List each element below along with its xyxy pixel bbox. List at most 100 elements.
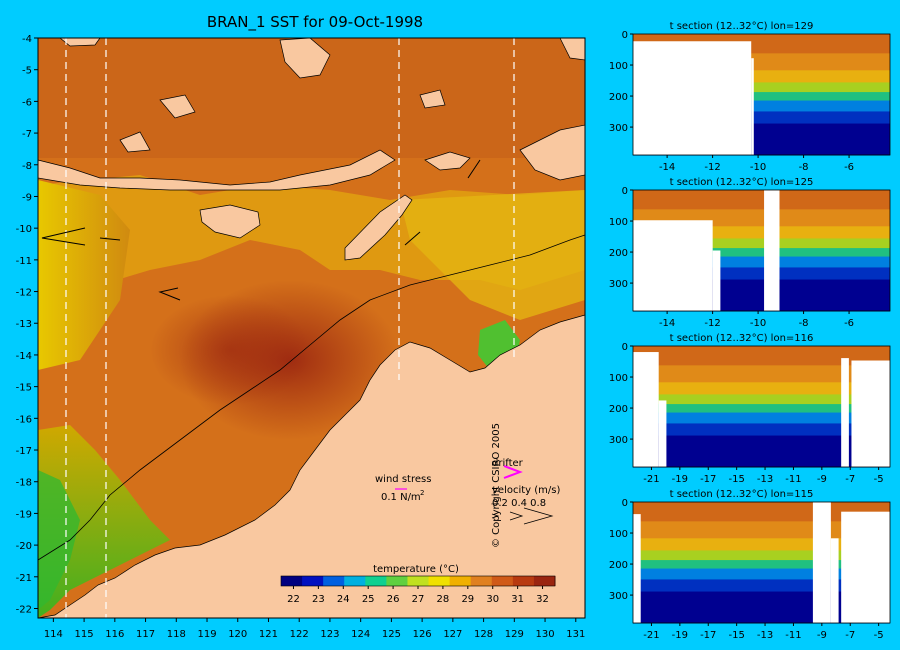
wind-stress-exp: 2	[420, 489, 424, 497]
section-land-mask	[658, 400, 667, 467]
wind-arrows	[41, 159, 481, 301]
section-title: t section (12..32°C) lon=116	[670, 333, 814, 344]
section-y-label: 200	[609, 560, 628, 571]
section-band	[633, 365, 890, 383]
lon-tick-label: 129	[505, 629, 524, 640]
drifter-label: drifter	[492, 458, 524, 469]
section-band	[633, 238, 890, 249]
colorbar-tick-label: 28	[437, 594, 450, 605]
section-x-label: -15	[728, 474, 744, 485]
section-band	[633, 568, 890, 580]
lat-tick-label: -15	[16, 383, 32, 394]
lon-tick-label: 114	[44, 629, 63, 640]
lon-tick-label: 118	[167, 629, 186, 640]
colorbar-tick-label: 31	[511, 594, 524, 605]
section-x-label: -11	[785, 474, 801, 485]
colorbar-tick-label: 25	[362, 594, 375, 605]
section-x-label: -10	[750, 318, 766, 329]
section-x-label: -5	[874, 474, 884, 485]
lon-tick-label: 126	[413, 629, 432, 640]
section-1: t section (12..32°C) lon=129 0 100 200 300 -1…	[609, 21, 891, 173]
section-x-label: -21	[643, 630, 659, 641]
section-land-mask	[751, 58, 754, 156]
lon-tick-label: 127	[443, 629, 462, 640]
section-x-label: -12	[704, 318, 720, 329]
colorbar-segment	[449, 576, 472, 586]
section-y-label: 300	[609, 123, 628, 134]
colorbar-tick-label: 24	[337, 594, 350, 605]
lon-tick-label: 130	[536, 629, 555, 640]
lat-tick-label: -4	[22, 34, 32, 45]
lon-tick-label: 128	[474, 629, 493, 640]
section-y-label: 300	[609, 435, 628, 446]
section-lines	[65, 38, 515, 618]
section-y-label: 300	[609, 279, 628, 290]
lat-tick-label: -12	[16, 288, 32, 299]
section-band	[633, 248, 890, 258]
lon-tick-label: 125	[382, 629, 401, 640]
section-frame	[632, 189, 891, 312]
section-land-mask	[633, 352, 659, 467]
colorbar-tick-label: 30	[486, 594, 499, 605]
lon-tick-label: 115	[75, 629, 94, 640]
lon-tick-label: 120	[228, 629, 247, 640]
colorbar: 22 23 24 25 26 27 28 29 30 31 32	[280, 575, 556, 605]
section-y-label: 100	[609, 373, 628, 384]
lon-tick-label: 131	[566, 629, 585, 640]
lon-tick-label: 119	[197, 629, 216, 640]
section-x-label: -17	[700, 474, 716, 485]
colorbar-segment	[302, 576, 324, 586]
section-x-label: -5	[874, 630, 884, 641]
section-band	[633, 412, 890, 424]
colorbar-segment	[428, 576, 451, 586]
section-x-label: -9	[817, 474, 827, 485]
section-y-label: 100	[609, 529, 628, 540]
colorbar-tick-label: 23	[312, 594, 325, 605]
section-3: t section (12..32°C) lon=116 0 100 200 300 -2…	[609, 333, 891, 485]
colorbar-title: temperature (°C)	[373, 564, 459, 575]
lat-tick-label: -7	[22, 129, 32, 140]
lon-tick-label: 121	[259, 629, 278, 640]
main-map-title: BRAN_1 SST for 09-Oct-1998	[206, 13, 424, 31]
lat-tick-label: -16	[16, 414, 32, 425]
wind-stress-label: wind stress	[375, 474, 431, 485]
section-land-mask	[764, 190, 780, 311]
lat-axis: -4 -5 -6 -7 -8 -9 -10 -11 -12 -13 -14 -15 -16 -17 -18 -…	[16, 34, 38, 615]
colorbar-segment	[512, 576, 535, 586]
section-x-label: -10	[750, 162, 766, 173]
section-x-label: -13	[757, 630, 773, 641]
section-band	[633, 394, 890, 405]
section-2: t section (12..32°C) lon=125 0 100 200 300 -1…	[609, 177, 891, 329]
section-land-mask	[841, 511, 890, 623]
section-title: t section (12..32°C) lon=115	[670, 489, 814, 500]
island-java-chain	[37, 149, 396, 191]
colorbar-segment	[470, 576, 493, 586]
lat-tick-label: -22	[16, 604, 32, 615]
section-x-label: -13	[757, 474, 773, 485]
section-band	[633, 550, 890, 561]
section-band	[633, 92, 890, 102]
section-x-label: -8	[799, 162, 809, 173]
lon-tick-label: 117	[136, 629, 155, 640]
drifter-icon	[503, 465, 523, 479]
section-x-label: -15	[728, 630, 744, 641]
section-y-label: 100	[609, 61, 628, 72]
section-y-label: 200	[609, 92, 628, 103]
lon-tick-label: 123	[320, 629, 339, 640]
section-band	[633, 190, 890, 210]
section-land-mask	[633, 514, 641, 623]
section-land-mask	[633, 41, 752, 156]
lon-tick-label: 116	[105, 629, 124, 640]
section-band	[633, 100, 890, 112]
lat-tick-label: -19	[16, 509, 32, 520]
lat-tick-label: -20	[16, 541, 32, 552]
wind-stress-value: 0.1 N/m	[381, 492, 421, 503]
section-y-label: 300	[609, 591, 628, 602]
colorbar-segment	[407, 576, 430, 586]
lat-tick-label: -18	[16, 478, 32, 489]
section-frame	[632, 345, 891, 468]
section-y-label: 100	[609, 217, 628, 228]
colorbar-segment	[386, 576, 408, 586]
lon-tick-label: 124	[351, 629, 370, 640]
lat-tick-label: -21	[16, 573, 32, 584]
